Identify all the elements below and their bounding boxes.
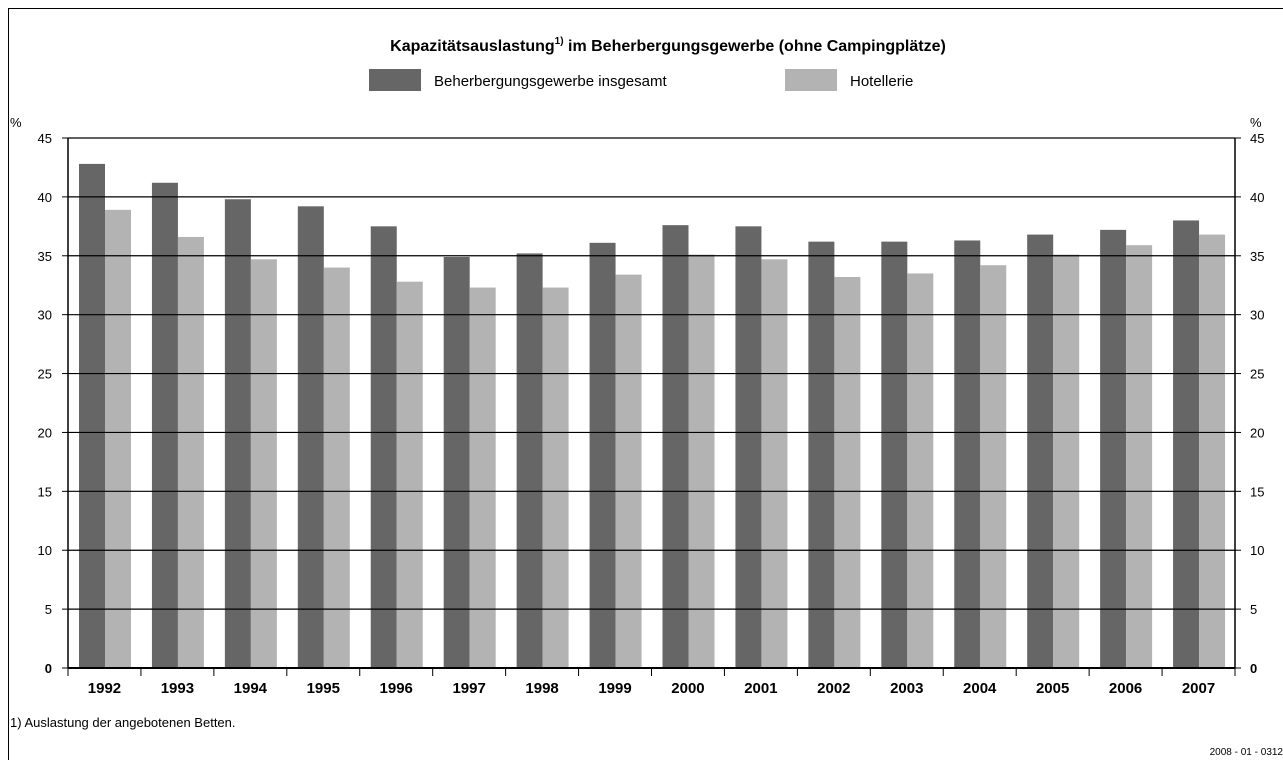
- y-tick-label: 40: [38, 190, 52, 205]
- bar: [516, 253, 543, 668]
- bar: [1053, 254, 1080, 668]
- y2-tick-label: 25: [1250, 367, 1264, 382]
- bar: [1126, 245, 1153, 668]
- legend-label: Hotellerie: [850, 73, 913, 90]
- y-tick-label: 20: [38, 425, 52, 440]
- x-tick-label: 1993: [161, 680, 194, 697]
- x-tick-label: 1998: [525, 680, 558, 697]
- y-tick-label: 10: [38, 543, 52, 558]
- x-tick-label: 1996: [380, 680, 413, 697]
- bar: [297, 206, 324, 669]
- legend-swatch: [369, 69, 421, 91]
- y-tick-label: 15: [38, 484, 52, 499]
- x-tick-label: 2007: [1182, 680, 1215, 697]
- frame: [8, 8, 1283, 760]
- x-tick-label: 2004: [963, 680, 997, 697]
- bar: [1199, 234, 1226, 669]
- legend-swatch: [785, 69, 837, 91]
- y-tick-label: 0: [45, 661, 52, 676]
- y-tick-label: 35: [38, 249, 52, 264]
- bar: [980, 265, 1007, 668]
- bar: [224, 199, 251, 668]
- y2-tick-label: 20: [1250, 425, 1264, 440]
- y-unit: %: [10, 115, 22, 130]
- x-tick-label: 1994: [234, 680, 268, 697]
- bar: [177, 236, 204, 668]
- y2-tick-label: 45: [1250, 131, 1264, 146]
- bar: [662, 225, 689, 668]
- bar: [370, 226, 397, 669]
- bar: [1100, 229, 1127, 668]
- y2-tick-label: 0: [1250, 661, 1257, 676]
- footnote: 1) Auslastung der angebotenen Betten.: [10, 715, 236, 730]
- x-tick-label: 1995: [307, 680, 340, 697]
- legend-label: Beherbergungsgewerbe insgesamt: [434, 73, 667, 90]
- x-tick-label: 1992: [88, 680, 121, 697]
- bar: [542, 287, 569, 668]
- bar: [688, 254, 715, 668]
- y2-tick-label: 5: [1250, 602, 1257, 617]
- bar: [834, 276, 861, 668]
- bar: [443, 256, 470, 668]
- bar: [1173, 220, 1200, 668]
- x-tick-label: 1997: [452, 680, 485, 697]
- y2-tick-label: 15: [1250, 484, 1264, 499]
- source-code: 2008 - 01 - 0312: [1210, 747, 1283, 758]
- bar: [1027, 234, 1054, 669]
- y-tick-label: 25: [38, 367, 52, 382]
- bar: [79, 163, 105, 668]
- bar: [907, 273, 934, 668]
- bar: [954, 240, 981, 668]
- y2-unit: %: [1250, 115, 1262, 130]
- title-note-mark: 1): [555, 36, 564, 47]
- bar: [469, 287, 496, 668]
- bar: [589, 242, 616, 669]
- y-tick-label: 5: [45, 602, 52, 617]
- x-tick-label: 1999: [598, 680, 631, 697]
- x-tick-label: 2000: [671, 680, 704, 697]
- bar: [808, 241, 835, 668]
- x-tick-label: 2006: [1109, 680, 1142, 697]
- chart-title: Kapazitätsauslastung1) im Beherbergungsg…: [390, 36, 946, 55]
- bar: [323, 267, 350, 668]
- bar: [250, 259, 277, 668]
- title-main: Kapazitätsauslastung: [390, 38, 554, 55]
- bar: [151, 182, 178, 668]
- y2-tick-label: 40: [1250, 190, 1264, 205]
- y2-tick-label: 35: [1250, 249, 1264, 264]
- y2-tick-label: 10: [1250, 543, 1264, 558]
- bar: [105, 209, 131, 668]
- bar: [761, 259, 788, 668]
- title-rest: im Beherbergungsgewerbe (ohne Campingplä…: [564, 38, 946, 55]
- bar: [396, 281, 423, 668]
- y-tick-label: 45: [38, 131, 52, 146]
- y-tick-label: 30: [38, 308, 52, 323]
- x-tick-label: 2001: [744, 680, 777, 697]
- x-tick-label: 2002: [817, 680, 850, 697]
- bar: [881, 241, 908, 668]
- x-tick-label: 2003: [890, 680, 923, 697]
- x-tick-label: 2005: [1036, 680, 1069, 697]
- bar: [735, 226, 762, 669]
- bar: [615, 274, 642, 668]
- y2-tick-label: 30: [1250, 308, 1264, 323]
